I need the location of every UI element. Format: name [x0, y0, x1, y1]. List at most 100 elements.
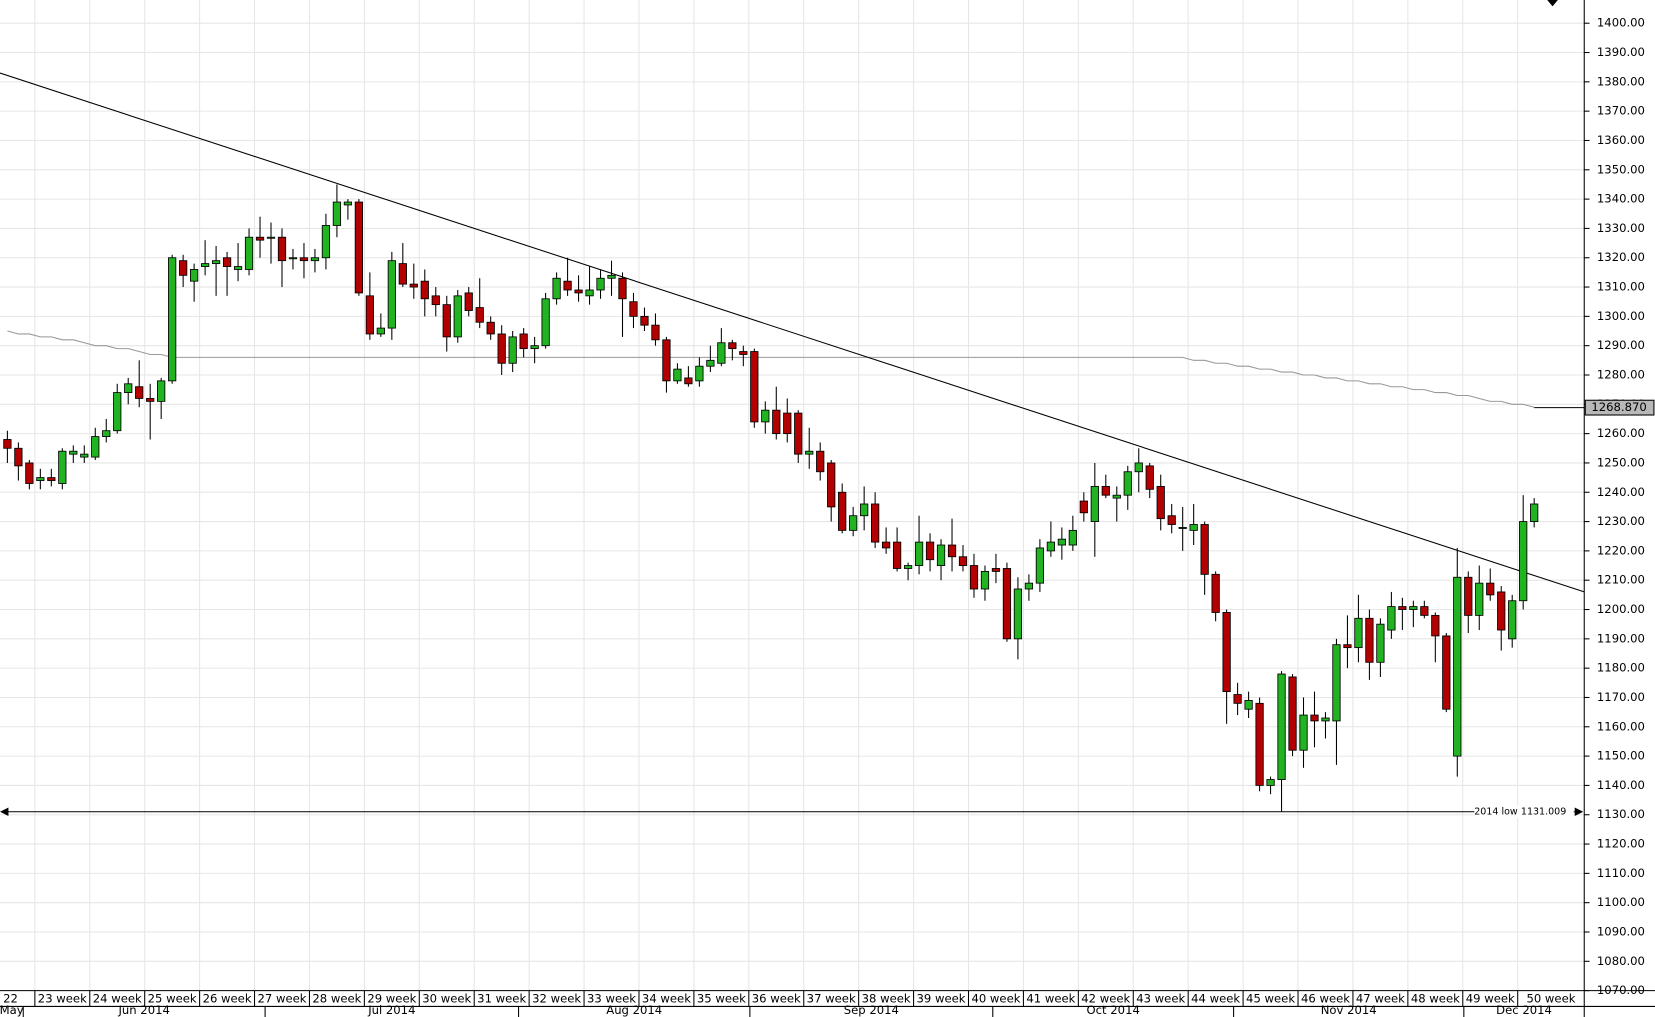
- candle-body: [717, 342, 726, 364]
- y-tick-label: 1150.00: [1597, 749, 1645, 763]
- candle-body: [91, 436, 100, 458]
- candle-body: [772, 409, 781, 435]
- candle-body: [102, 430, 111, 437]
- candle-body: [464, 292, 473, 311]
- candle-body: [1222, 612, 1231, 693]
- y-tick-label: 1330.00: [1597, 221, 1645, 235]
- candle-body: [1486, 582, 1495, 596]
- candle-body: [1343, 644, 1352, 649]
- candle-body: [728, 342, 737, 350]
- candle-body: [157, 380, 166, 402]
- candle-body: [1332, 644, 1341, 722]
- week-label: 37 week: [807, 992, 856, 1006]
- candle-body: [969, 565, 979, 590]
- candle-body: [914, 541, 924, 566]
- candle-body: [80, 453, 89, 458]
- y-tick-label: 1320.00: [1597, 250, 1645, 264]
- low-arrow-left: [0, 807, 9, 816]
- candle-body: [47, 477, 56, 481]
- y-tick-label: 1110.00: [1597, 866, 1645, 880]
- candle-body: [684, 377, 693, 385]
- candle-body: [1409, 606, 1418, 610]
- candle-body: [442, 304, 451, 338]
- candle-body: [1387, 606, 1396, 631]
- candle-body: [168, 257, 177, 382]
- week-label: 48 week: [1411, 992, 1460, 1006]
- candle-body: [453, 295, 462, 338]
- candle-body: [146, 398, 155, 402]
- week-label: 41 week: [1026, 992, 1075, 1006]
- candle-body: [881, 541, 891, 549]
- week-label: 40 week: [971, 992, 1020, 1006]
- candle-body: [200, 263, 210, 267]
- candle-body: [1288, 676, 1297, 751]
- week-label: 35 week: [697, 992, 746, 1006]
- candle-body: [618, 277, 627, 300]
- week-label: 50 week: [1526, 992, 1575, 1006]
- candle-body: [1255, 702, 1264, 786]
- week-label: 39 week: [917, 992, 966, 1006]
- month-label: Nov 2014: [1321, 1003, 1377, 1017]
- candle-body: [266, 236, 276, 239]
- candle-body: [1497, 591, 1506, 631]
- trendline: [0, 72, 1585, 593]
- candle-body: [827, 462, 836, 508]
- candle-body: [354, 201, 364, 294]
- week-label: 42 week: [1081, 992, 1130, 1006]
- candle-body: [398, 263, 407, 285]
- candle-body: [431, 295, 440, 306]
- candle-body: [135, 386, 144, 399]
- candle-body: [1233, 694, 1242, 704]
- candle-body: [1101, 485, 1110, 496]
- candle-body: [211, 260, 221, 265]
- candle-body: [1156, 485, 1165, 520]
- y-tick-label: 1310.00: [1597, 280, 1645, 294]
- candle-body: [651, 324, 660, 341]
- y-tick-label: 1240.00: [1597, 485, 1645, 499]
- y-tick-label: 1280.00: [1597, 368, 1645, 382]
- candle-body: [409, 283, 418, 288]
- low-arrow-right: [1574, 807, 1584, 816]
- candle-body: [936, 544, 946, 566]
- candle-body: [1024, 582, 1034, 590]
- moving-average: [7, 330, 1535, 408]
- y-tick-label: 1380.00: [1597, 74, 1645, 88]
- month-label: Sep 2014: [844, 1003, 899, 1017]
- candle-body: [1013, 588, 1023, 640]
- candle-body: [1057, 538, 1066, 546]
- candle-body: [1398, 606, 1407, 610]
- candle-body: [1475, 582, 1484, 616]
- y-tick-label: 1170.00: [1597, 690, 1645, 704]
- candle-body: [376, 327, 385, 335]
- grid: [0, 0, 1585, 992]
- candle-body: [58, 450, 67, 484]
- candle-body: [343, 201, 353, 206]
- candle-body: [1200, 524, 1209, 575]
- candle-body: [761, 409, 770, 423]
- candle-body: [321, 225, 331, 259]
- candle-body: [69, 450, 78, 455]
- candle-body: [1420, 606, 1429, 616]
- candle-body: [629, 301, 638, 317]
- week-label: 49 week: [1466, 992, 1515, 1006]
- candle-body: [332, 201, 342, 226]
- y-tick-label: 1120.00: [1597, 837, 1645, 851]
- candle-body: [1079, 500, 1088, 514]
- candle-body: [1211, 573, 1220, 613]
- week-label: 32 week: [532, 992, 581, 1006]
- low-label: 2014 low: [1474, 806, 1518, 817]
- y-tick-label: 1370.00: [1597, 104, 1645, 118]
- y-tick-label: 1190.00: [1597, 631, 1645, 645]
- candle-body: [1035, 547, 1045, 584]
- y-tick-label: 1220.00: [1597, 543, 1645, 557]
- month-label: Aug 2014: [606, 1003, 662, 1017]
- candle-body: [1244, 699, 1253, 710]
- candle-body: [991, 568, 1001, 572]
- marks: [0, 72, 1585, 816]
- candle-body: [179, 260, 188, 276]
- candle-body: [387, 260, 396, 329]
- candle-body: [475, 307, 484, 323]
- candle-body: [1354, 617, 1363, 649]
